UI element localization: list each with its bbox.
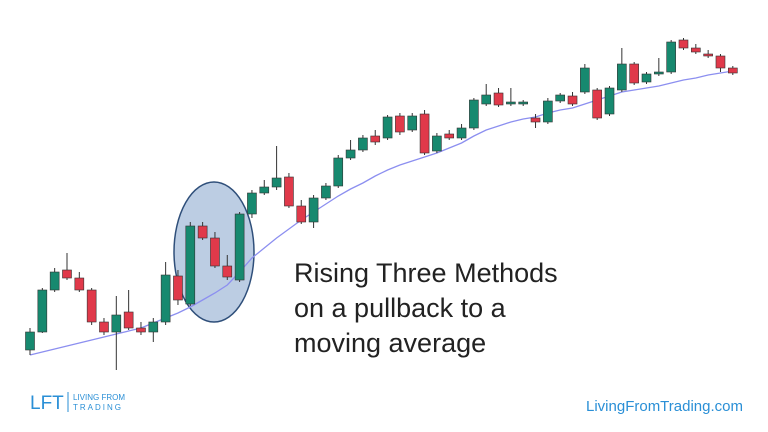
candle-body bbox=[604, 87, 615, 115]
candle-body bbox=[715, 55, 726, 69]
candle-body bbox=[345, 149, 356, 159]
candle-body bbox=[629, 63, 639, 84]
candle-body bbox=[518, 101, 529, 105]
candle-body bbox=[234, 213, 245, 281]
candle-body bbox=[617, 63, 627, 91]
candle-body bbox=[37, 289, 48, 333]
candle-body bbox=[506, 101, 516, 105]
candle-body bbox=[210, 237, 220, 267]
candle-body bbox=[333, 157, 344, 187]
annotation: on a pullback to a bbox=[294, 293, 507, 323]
candle-body bbox=[99, 321, 109, 333]
candle-body bbox=[703, 53, 713, 57]
candle-body bbox=[580, 67, 590, 93]
candle-body bbox=[654, 71, 664, 75]
candle-body bbox=[247, 192, 257, 215]
candle-body bbox=[395, 115, 405, 133]
candle-body bbox=[432, 135, 442, 152]
candle-body bbox=[197, 225, 208, 239]
candle-body bbox=[74, 277, 85, 291]
candle-body bbox=[284, 176, 294, 207]
candle-body bbox=[641, 73, 652, 83]
candle-body bbox=[444, 133, 455, 139]
candle-body bbox=[358, 137, 368, 151]
candle-body bbox=[136, 327, 146, 333]
candle-body bbox=[382, 116, 393, 139]
candle-body bbox=[481, 94, 492, 105]
candle-body bbox=[567, 95, 578, 105]
moving-average-line bbox=[29, 70, 733, 356]
candle-body bbox=[456, 127, 467, 139]
annotation: moving average bbox=[294, 328, 486, 358]
candle-body bbox=[296, 205, 307, 223]
candle-body bbox=[185, 225, 196, 305]
candle-body bbox=[259, 186, 270, 194]
candle-body bbox=[49, 271, 60, 291]
candle-body bbox=[678, 39, 689, 49]
plot bbox=[25, 38, 738, 370]
website-url: LivingFromTrading.com bbox=[586, 398, 743, 415]
candle-body bbox=[493, 92, 504, 106]
candle-body bbox=[370, 135, 381, 143]
candle-body bbox=[691, 47, 701, 53]
candle-body bbox=[321, 185, 331, 199]
candle-body bbox=[543, 100, 553, 123]
logo-tagline: TRADING bbox=[73, 403, 123, 412]
annotation: Rising Three Methods bbox=[294, 258, 558, 288]
candle-body bbox=[123, 311, 134, 329]
candle-body bbox=[308, 197, 319, 223]
candle-body bbox=[666, 41, 676, 73]
candle-body bbox=[592, 89, 602, 119]
candle-body bbox=[148, 321, 159, 333]
candle-body bbox=[25, 331, 35, 351]
logo-tagline: LIVING FROM bbox=[73, 393, 125, 402]
candle-body bbox=[555, 94, 565, 102]
candle-body bbox=[160, 274, 171, 323]
candle-body bbox=[86, 289, 97, 323]
logo: LFT bbox=[30, 393, 64, 414]
candle-body bbox=[728, 67, 738, 74]
candle-body bbox=[530, 117, 541, 123]
candle-body bbox=[111, 314, 122, 333]
candle-body bbox=[62, 269, 72, 279]
candle-body bbox=[469, 99, 479, 129]
candle-body bbox=[271, 177, 282, 188]
candle-body bbox=[173, 275, 183, 301]
candle-body bbox=[419, 113, 430, 154]
candle-body bbox=[222, 265, 233, 278]
candle-body bbox=[407, 115, 418, 131]
